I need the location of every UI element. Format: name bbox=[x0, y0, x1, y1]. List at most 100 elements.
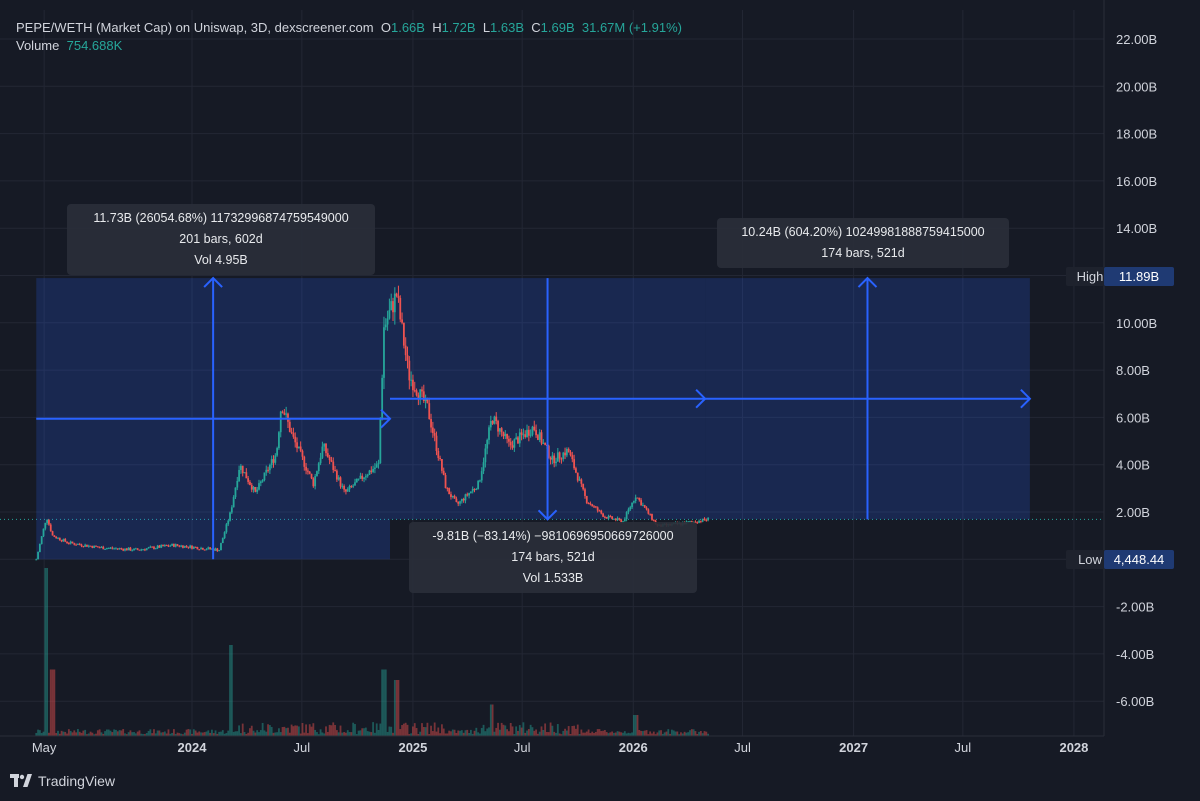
volume-bar bbox=[424, 727, 427, 736]
measure-box-3[interactable]: 10.24B (604.20%) 10249981888759415000 17… bbox=[717, 218, 1009, 268]
candle-body bbox=[598, 510, 601, 512]
candle-body bbox=[390, 301, 393, 311]
volume-bar bbox=[84, 729, 87, 736]
volume-bar bbox=[162, 732, 164, 736]
volume-bar bbox=[647, 734, 650, 736]
candle-body bbox=[64, 538, 67, 542]
volume-bar bbox=[667, 729, 670, 736]
volume-bar bbox=[254, 732, 257, 736]
volume-bar bbox=[642, 731, 644, 736]
candle-body bbox=[618, 518, 621, 520]
volume-bar bbox=[334, 725, 336, 736]
candle-body bbox=[305, 466, 307, 471]
candle-body bbox=[607, 516, 610, 519]
candle-body bbox=[274, 455, 277, 463]
candle-body bbox=[198, 549, 201, 551]
candle-body bbox=[115, 548, 117, 550]
volume-bar bbox=[632, 715, 635, 736]
candle-body bbox=[488, 427, 490, 440]
candle-body bbox=[60, 540, 63, 542]
candle-body bbox=[221, 538, 224, 544]
candle-body bbox=[629, 507, 632, 510]
volume-bar bbox=[223, 733, 226, 736]
candle-body bbox=[482, 462, 485, 472]
candle-body bbox=[602, 513, 604, 517]
candle-body bbox=[345, 489, 347, 492]
volume-bar bbox=[696, 733, 699, 736]
candle-body bbox=[297, 446, 300, 449]
candle-body bbox=[399, 298, 402, 320]
measure-box-2-bars: 174 bars, 521d bbox=[511, 550, 595, 564]
candle-body bbox=[53, 535, 56, 537]
volume-bar bbox=[629, 733, 632, 736]
volume-bar bbox=[51, 669, 54, 736]
volume-bar bbox=[102, 733, 105, 736]
tradingview-logo[interactable]: TradingView bbox=[10, 773, 115, 789]
volume-bar bbox=[602, 730, 604, 736]
candle-body bbox=[167, 545, 170, 547]
volume-bar bbox=[544, 723, 547, 736]
candle-body bbox=[308, 471, 311, 474]
candle-body bbox=[55, 536, 58, 539]
volume-bar bbox=[564, 728, 566, 736]
volume-bar bbox=[272, 732, 275, 736]
x-axis-ticks[interactable]: May 2024 Jul 2025 Jul 2026 Jul 2027 Jul 2028 bbox=[32, 740, 1089, 755]
volume-bar bbox=[138, 730, 141, 736]
candle-body bbox=[585, 495, 588, 503]
volume-value: 754.688K bbox=[66, 38, 123, 53]
candle-body bbox=[263, 472, 266, 481]
candle-body bbox=[596, 507, 599, 511]
volume-bar bbox=[301, 722, 304, 736]
volume-bar bbox=[386, 731, 389, 736]
volume-bar bbox=[488, 727, 490, 736]
low-label: L bbox=[482, 20, 491, 35]
volume-bar bbox=[288, 732, 291, 736]
volume-bar bbox=[448, 730, 451, 736]
candle-body bbox=[466, 494, 469, 496]
volume-bar bbox=[685, 732, 688, 736]
candle-body bbox=[261, 480, 264, 482]
volume-bar bbox=[502, 724, 505, 736]
candle-body bbox=[593, 506, 595, 508]
candle-body bbox=[359, 475, 362, 479]
volume-bar bbox=[636, 715, 639, 736]
volume-bar bbox=[553, 731, 556, 736]
volume-bar bbox=[57, 730, 59, 736]
volume-bar bbox=[104, 731, 106, 736]
volume-bar bbox=[243, 732, 246, 736]
volume-bar bbox=[232, 731, 235, 736]
measure-box-2[interactable]: -9.81B (−83.14%) −9810696950669726000 17… bbox=[409, 522, 697, 593]
measure-box-1[interactable]: 11.73B (26054.68%) 11732996874759549000 … bbox=[67, 204, 375, 275]
volume-bar bbox=[665, 731, 668, 736]
candle-body bbox=[464, 494, 467, 501]
volume-bar bbox=[129, 730, 132, 736]
candle-body bbox=[426, 397, 429, 404]
volume-bar bbox=[325, 726, 327, 736]
candle-body bbox=[484, 448, 487, 463]
candle-body bbox=[600, 510, 603, 514]
volume-bar bbox=[326, 731, 329, 736]
volume-bar bbox=[265, 731, 268, 736]
candle-body bbox=[645, 507, 648, 510]
candle-body bbox=[479, 480, 481, 482]
candle-body bbox=[623, 519, 626, 522]
volume-bar bbox=[227, 730, 230, 736]
volume-bar bbox=[174, 733, 177, 736]
volume-bar bbox=[109, 730, 112, 736]
high-label: H bbox=[432, 20, 442, 35]
candle-body bbox=[508, 438, 510, 442]
candle-body bbox=[278, 432, 280, 449]
y-tick-label: -6.00B bbox=[1116, 694, 1154, 709]
candle-body bbox=[498, 428, 501, 432]
candle-body bbox=[455, 498, 458, 502]
candle-body bbox=[565, 449, 568, 456]
candle-body bbox=[355, 478, 358, 483]
candle-body bbox=[307, 470, 309, 472]
volume-bar bbox=[42, 731, 45, 736]
candle-body bbox=[430, 418, 432, 428]
candle-body bbox=[441, 459, 443, 471]
volume-bar bbox=[372, 722, 374, 736]
candle-body bbox=[172, 543, 175, 547]
candle-body bbox=[98, 547, 101, 549]
